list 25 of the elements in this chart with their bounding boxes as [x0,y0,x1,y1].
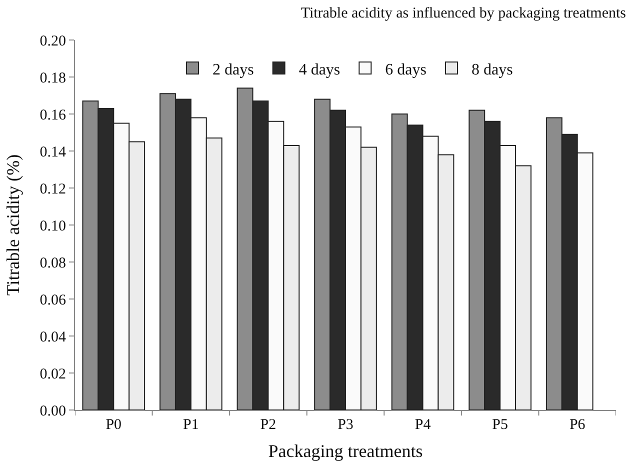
legend-label: 6 days [385,61,426,78]
x-tick-label: P2 [260,417,276,433]
x-axis-title: Packaging treatments [268,441,423,462]
legend-label: 8 days [471,61,513,78]
x-tick-label: P6 [569,417,586,433]
x-tick-label: P1 [183,417,199,433]
chart-title: Titrable acidity as influenced by packaging treatments [300,6,626,22]
y-tick-label: 0.14 [40,144,66,160]
legend-label: 4 days [298,61,340,78]
y-tick-label: 0.06 [40,292,66,308]
y-tick-label: 0.08 [40,255,66,272]
legend-label: 2 days [212,61,254,78]
x-tick-label: P5 [492,417,508,433]
y-tick-label: 0.20 [40,33,66,50]
y-tick-label: 0.00 [40,403,66,420]
y-tick-label: 0.10 [40,218,66,234]
y-axis-title: Titrable acidity (%) [2,154,23,296]
y-tick-label: 0.12 [40,181,66,198]
x-tick-label: P0 [106,417,122,433]
y-tick-label: 0.02 [40,366,66,382]
x-tick-label: P3 [338,417,354,433]
y-tick-label: 0.16 [40,107,66,124]
y-tick-label: 0.04 [40,329,66,346]
x-tick-label: P4 [414,417,432,433]
y-tick-label: 0.18 [40,70,66,86]
